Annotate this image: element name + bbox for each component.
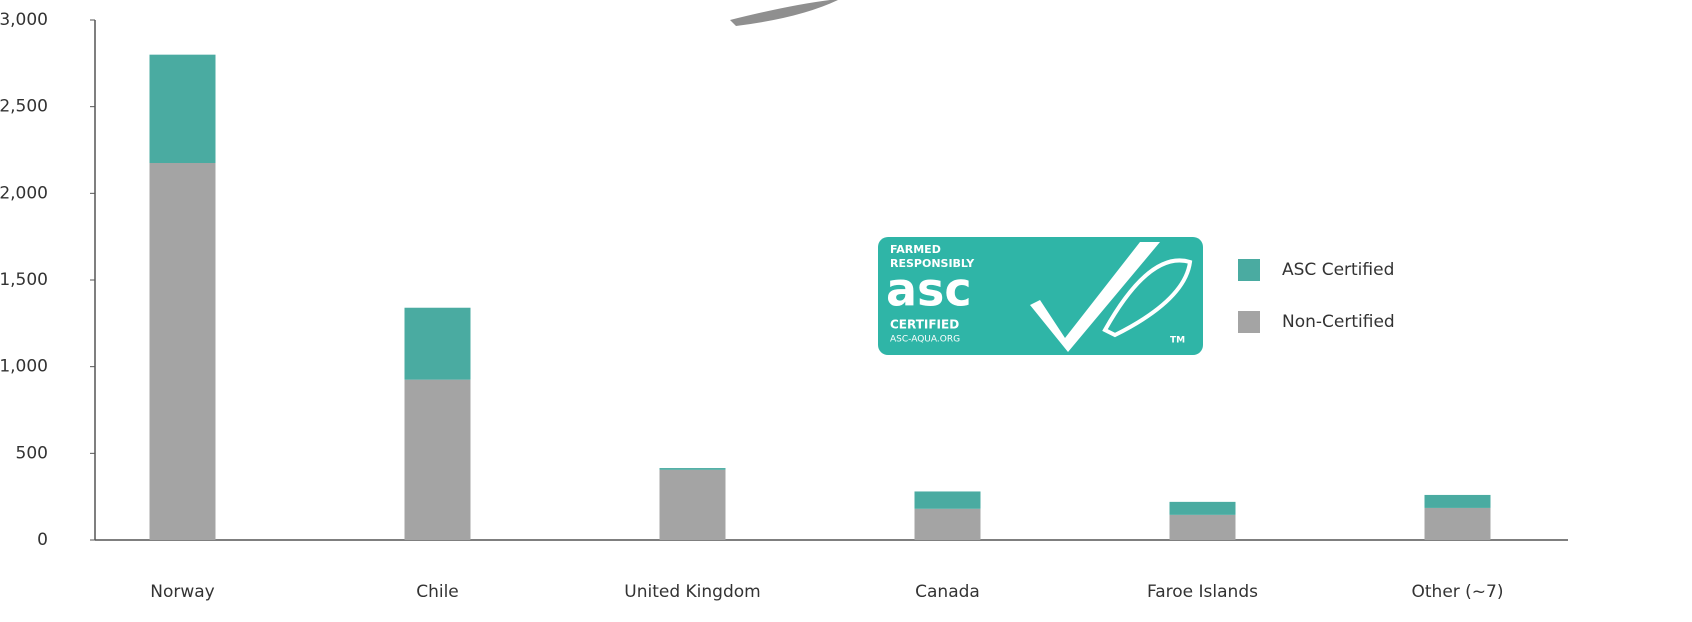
bar-segment [659, 469, 726, 540]
legend-label: Non-Certified [1282, 312, 1395, 332]
decoration [730, 0, 838, 26]
logo-text: asc [886, 263, 972, 317]
y-tick-label: 1,000 [0, 357, 48, 377]
x-tick-label: Other (~7) [1412, 582, 1504, 602]
bar-segment [404, 379, 471, 540]
y-tick-label: 3,000 [0, 10, 48, 30]
logo-text: RESPONSIBLY [890, 257, 975, 270]
y-tick-label: 500 [16, 443, 48, 463]
bar-segment [1169, 501, 1236, 515]
legend-swatch [1238, 259, 1260, 281]
y-tick-label: 2,000 [0, 183, 48, 203]
bar-segment [659, 468, 726, 470]
bar-segment [914, 491, 981, 509]
y-tick-label: 2,500 [0, 97, 48, 117]
x-tick-label: Faroe Islands [1147, 582, 1258, 602]
logo-text: CERTIFIED [890, 318, 959, 332]
legend-label: ASC Certified [1282, 260, 1394, 280]
bar-segment [914, 508, 981, 540]
bar-segment [404, 307, 471, 380]
bar-segment [1424, 507, 1491, 540]
logo-text: TM [1170, 336, 1185, 346]
y-tick-label: 1,500 [0, 270, 48, 290]
asc-logo: FARMED RESPONSIBLY asc CERTIFIED ASC-AQU… [878, 237, 1203, 355]
bar-segment [1424, 494, 1491, 508]
x-tick-label: Norway [150, 582, 215, 602]
bar-segment [149, 163, 216, 540]
bar-segment [1169, 514, 1236, 540]
x-tick-label: Chile [416, 582, 459, 602]
logo-check [1030, 242, 1160, 352]
y-tick-label: 0 [37, 530, 48, 550]
x-tick-label: Canada [915, 582, 980, 602]
logo-fish [1102, 258, 1193, 338]
logo-text: ASC-AQUA.ORG [890, 335, 960, 345]
logo-text: FARMED [890, 243, 941, 256]
legend-swatch [1238, 311, 1260, 333]
bar-segment [149, 54, 216, 163]
x-tick-label: United Kingdom [624, 582, 760, 602]
